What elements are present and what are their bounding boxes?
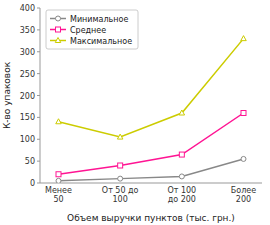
x-tick-label-line: 200: [236, 195, 251, 204]
series-line: [59, 39, 244, 137]
legend-label: Минимальное: [70, 15, 128, 24]
y-tick: [37, 29, 40, 30]
legend-label: Среднее: [70, 26, 106, 35]
series-line: [59, 113, 244, 174]
y-tick: [37, 161, 40, 162]
x-tick-label-line: Менее: [45, 186, 72, 195]
y-tick: [37, 183, 40, 184]
y-tick: [37, 51, 40, 52]
x-tick-label-line: 50: [53, 195, 63, 204]
legend-marker: [56, 16, 61, 21]
series-marker: [118, 163, 123, 168]
y-tick-label: 200: [20, 92, 35, 101]
x-tick-label-line: От 100: [167, 186, 196, 195]
x-tick-label: От 100до 200: [167, 186, 196, 204]
series-marker: [117, 134, 123, 139]
series-marker: [118, 176, 123, 181]
x-axis-label: Объем выручки пунктов (тыс. грн.): [67, 213, 235, 223]
series-marker: [56, 119, 62, 124]
series-marker: [241, 156, 246, 161]
x-tick-label: Менее50: [45, 186, 72, 204]
x-tick-label-line: до 200: [168, 195, 196, 204]
y-tick-label: 0: [30, 179, 35, 188]
y-tick-label: 400: [20, 4, 35, 13]
y-tick: [37, 139, 40, 140]
y-tick: [37, 95, 40, 96]
y-tick-label: 350: [20, 26, 35, 35]
y-tick-label: 250: [20, 70, 35, 79]
y-tick: [37, 117, 40, 118]
x-axis-line: [40, 183, 262, 184]
y-axis-label: К-во упаковок: [2, 61, 12, 129]
series-marker: [56, 178, 61, 183]
series-marker: [179, 110, 185, 115]
series-marker: [179, 152, 184, 157]
legend: Минимальное Среднее Максимальное: [46, 10, 138, 49]
y-tick-label: 50: [25, 157, 35, 166]
series-marker: [241, 111, 246, 116]
y-tick-label: 150: [20, 113, 35, 122]
legend-marker: [55, 38, 61, 43]
x-tick-label-line: Более: [231, 186, 256, 195]
chart: 050100150200250300350400Менее50От 50 до1…: [0, 0, 270, 225]
x-tick-label: От 50 до100: [102, 186, 139, 204]
x-tick-label: Более200: [231, 186, 256, 204]
legend-marker: [56, 27, 61, 32]
y-tick: [37, 73, 40, 74]
legend-label: Максимальное: [70, 37, 132, 46]
y-tick: [37, 8, 40, 9]
y-tick-label: 300: [20, 48, 35, 57]
x-tick-label-line: 100: [113, 195, 128, 204]
x-tick-label-line: От 50 до: [102, 186, 139, 195]
legend-box: [46, 10, 138, 49]
series-marker: [179, 174, 184, 179]
y-tick-label: 100: [20, 135, 35, 144]
series-marker: [56, 172, 61, 177]
plot-marks: [56, 36, 247, 183]
series-marker: [241, 36, 247, 41]
